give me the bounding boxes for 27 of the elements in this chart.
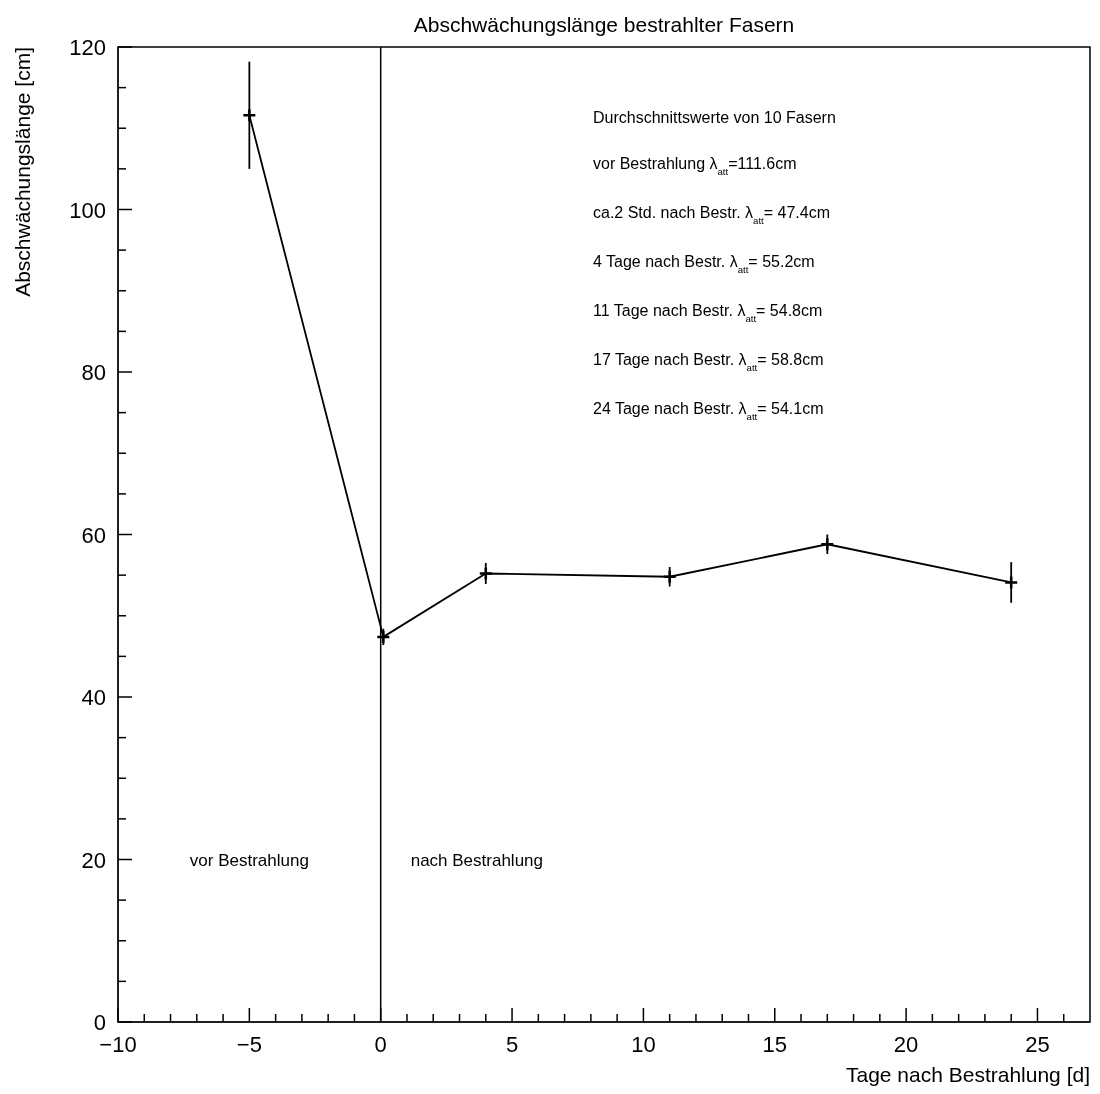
- annotation: 24 Tage nach Bestr. λ$_{att}$= 54.1cm: [593, 400, 824, 422]
- annotation: 4 Tage nach Bestr. λ$_{att}$= 55.2cm: [593, 253, 815, 275]
- annotation: 17 Tage nach Bestr. λ$_{att}$= 58.8cm: [593, 351, 824, 373]
- annotation: 11 Tage nach Bestr. λ$_{att}$= 54.8cm: [593, 302, 823, 324]
- x-tick-label: 10: [631, 1032, 656, 1057]
- x-tick-label: 20: [893, 1032, 919, 1057]
- annotation: Durchschnittswerte von 10 Fasern: [593, 109, 836, 126]
- x-tick-label: 5: [505, 1032, 519, 1057]
- y-tick-label: 60: [81, 522, 106, 548]
- annotation: vor Bestrahlung λ$_{att}$=111.6cm: [593, 155, 797, 177]
- chart-title: Abschwächungslänge bestrahlter Fasern: [413, 13, 795, 36]
- x-tick-label: 25: [1025, 1032, 1050, 1057]
- y-tick-label: 40: [81, 685, 106, 710]
- y-tick-label: 120: [69, 35, 106, 60]
- y-tick-label: 0: [93, 1010, 106, 1035]
- annotation: vor Bestrahlung: [189, 850, 309, 870]
- x-tick-label: 0: [374, 1032, 387, 1057]
- annotation: ca.2 Std. nach Bestr. λ$_{att}$= 47.4cm: [593, 204, 831, 226]
- x-tick-label: −10: [99, 1032, 137, 1057]
- x-tick-label: −5: [236, 1032, 262, 1057]
- x-tick-label: 15: [762, 1032, 787, 1057]
- y-tick-label: 100: [69, 197, 106, 223]
- x-axis-title: Tage nach Bestrahlung [d]: [845, 1063, 1090, 1086]
- y-axis-title: Abschwächungslänge [cm]: [11, 47, 34, 297]
- annotation: nach Bestrahlung: [410, 850, 544, 870]
- y-tick-label: 80: [81, 360, 106, 385]
- y-tick-label: 20: [81, 847, 106, 873]
